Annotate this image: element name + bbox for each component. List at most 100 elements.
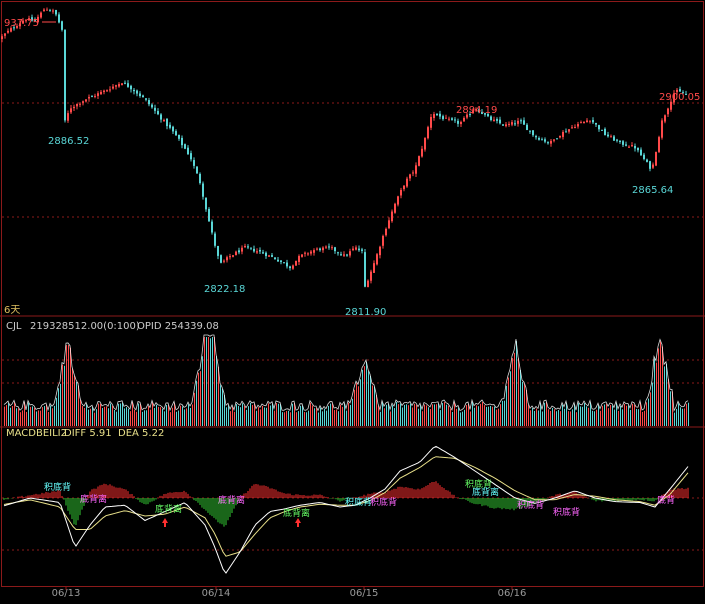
volume-bar — [386, 404, 387, 426]
volume-bar — [26, 411, 27, 426]
volume-bar — [316, 408, 317, 426]
volume-bar — [478, 406, 479, 426]
diff-line — [3, 445, 689, 574]
candle-body — [424, 137, 426, 150]
volume-bar — [188, 404, 189, 426]
candle-body — [283, 262, 285, 264]
candle-body — [550, 140, 552, 144]
candle-body — [286, 262, 288, 267]
volume-bar — [304, 412, 305, 426]
divergence-signal: 积底背 — [517, 499, 544, 511]
volume-bar — [578, 403, 579, 426]
volume-bar — [230, 411, 231, 426]
candle-body — [331, 247, 333, 249]
volume-bar — [404, 404, 405, 426]
candle-body — [259, 249, 261, 252]
candle-body — [247, 246, 249, 248]
candle-body — [208, 209, 210, 222]
volume-bar — [124, 408, 125, 426]
volume-bar — [430, 408, 431, 426]
volume-bar — [122, 402, 123, 426]
candle-body — [313, 250, 315, 253]
volume-bar — [498, 408, 499, 426]
candle-body — [292, 265, 294, 269]
candle-body — [616, 139, 618, 141]
volume-bar — [610, 404, 611, 426]
candle-body — [415, 165, 417, 174]
candle-body — [493, 119, 495, 122]
volume-bar — [246, 409, 247, 426]
volume-bar — [126, 407, 127, 426]
candle-body — [622, 141, 624, 145]
volume-bar — [554, 409, 555, 426]
volume-bar — [354, 389, 355, 426]
volume-bar — [454, 402, 455, 426]
candle-body — [523, 120, 525, 125]
candle-body — [82, 101, 84, 103]
volume-bar — [92, 407, 93, 426]
candle-body — [562, 131, 564, 137]
candle-body — [193, 160, 195, 166]
volume-bar — [660, 341, 661, 426]
volume-bar — [624, 403, 625, 426]
signal-arrow — [162, 518, 168, 527]
candle-body — [205, 197, 207, 210]
candle-body — [580, 122, 582, 124]
volume-bar — [562, 404, 563, 426]
volume-bar — [242, 403, 243, 426]
candle-body — [367, 280, 369, 288]
volume-bar — [556, 411, 557, 426]
volume-bar — [234, 411, 235, 426]
candle-body — [64, 29, 66, 121]
volume-bar — [406, 404, 407, 426]
candle-body — [199, 173, 201, 184]
volume-bar — [482, 402, 483, 426]
volume-bar — [24, 402, 25, 426]
candle-body — [322, 247, 324, 251]
candle-body — [220, 255, 222, 263]
volume-bar — [360, 379, 361, 426]
volume-bar — [196, 380, 197, 426]
volume-bar — [526, 389, 527, 426]
candle-body — [361, 249, 363, 251]
candle-body — [586, 120, 588, 123]
volume-bar — [150, 409, 151, 426]
volume-bar — [448, 405, 449, 426]
volume-bar — [390, 411, 391, 426]
volume-bar — [510, 371, 511, 426]
volume-bar — [34, 407, 35, 426]
x-axis: 06/13 06/14 06/15 06/16 — [52, 586, 526, 599]
volume-bar — [588, 407, 589, 426]
volume-bar — [636, 408, 637, 426]
candle-body — [502, 124, 504, 126]
volume-ma-line — [3, 334, 689, 412]
volume-bar — [488, 406, 489, 426]
candle-body — [184, 144, 186, 149]
volume-bar — [626, 405, 627, 426]
volume-bar — [342, 406, 343, 426]
volume-bar — [538, 410, 539, 426]
candle-body — [601, 129, 603, 131]
candle-body — [214, 233, 216, 246]
candle-body — [100, 91, 102, 95]
candle-body — [433, 114, 435, 119]
volume-bar — [684, 408, 685, 426]
volume-bar — [484, 405, 485, 426]
candle-body — [70, 108, 72, 113]
volume-bar — [90, 408, 91, 426]
volume-bar — [558, 409, 559, 426]
volume-bar — [278, 403, 279, 426]
volume-bar — [276, 402, 277, 426]
volume-bar — [132, 402, 133, 426]
volume-bar — [280, 404, 281, 426]
volume-bar — [284, 412, 285, 426]
volume-bar — [640, 402, 641, 426]
volume-bar — [546, 402, 547, 426]
candle-body — [496, 119, 498, 121]
volume-bar — [260, 409, 261, 426]
candle-body — [181, 137, 183, 146]
volume-bar — [134, 409, 135, 426]
outer-frame — [1, 1, 704, 587]
candle-body — [175, 131, 177, 136]
candle-body — [253, 248, 255, 252]
